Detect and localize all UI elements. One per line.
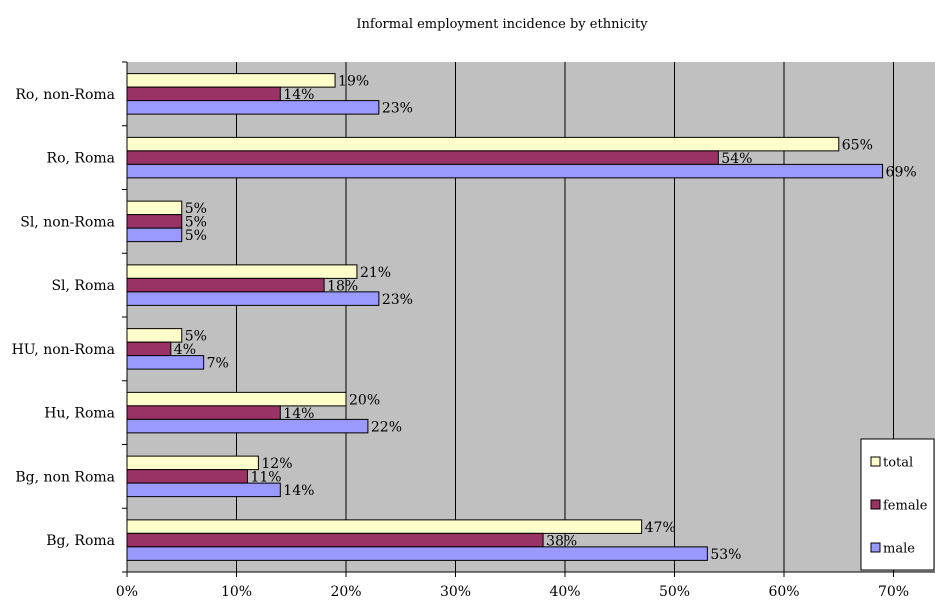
data-label: 14% (283, 483, 314, 499)
bar-male (126, 227, 183, 243)
data-label: 4% (174, 342, 196, 358)
legend-swatch-total (870, 456, 881, 467)
data-label: 14% (283, 406, 314, 422)
bar-female (126, 405, 281, 420)
bar-male (126, 100, 380, 115)
data-label: 69% (886, 164, 917, 180)
category-label: Sl, non-Roma (20, 214, 115, 230)
data-label: 14% (283, 87, 314, 103)
x-tick-label: 50% (659, 584, 690, 600)
data-label: 18% (327, 278, 358, 294)
data-label: 65% (842, 137, 873, 153)
legend-label-female: female (883, 499, 928, 514)
data-label: 38% (546, 533, 577, 549)
bar-total (126, 136, 840, 152)
data-label: 47% (645, 520, 676, 536)
category-label: Sl, Roma (51, 278, 115, 294)
category-label: HU, non-Roma (12, 342, 115, 358)
bar-female (126, 214, 183, 229)
axes: 0% 10% 20% 30% 40% 50% 60% 70% (116, 61, 935, 600)
chart-title: Informal employment incidence by ethnici… (356, 17, 648, 32)
legend: total female male (860, 438, 935, 571)
data-label: 5% (185, 228, 207, 244)
x-tick-label: 30% (440, 584, 471, 600)
data-label: 21% (360, 265, 391, 281)
data-label: 11% (250, 470, 281, 486)
data-label: 5% (185, 215, 207, 231)
category-label: Ro, Roma (47, 151, 115, 167)
bar-total (126, 73, 336, 88)
x-tick-label: 40% (549, 584, 580, 600)
legend-label-total: total (883, 456, 913, 471)
category-label: Ro, non-Roma (15, 87, 115, 103)
x-tick-label: 0% (116, 584, 138, 600)
bar-female (126, 150, 719, 165)
category-label: Bg, Roma (46, 533, 115, 549)
data-label: 54% (721, 151, 752, 167)
data-label: 19% (338, 74, 369, 90)
x-tick-label: 60% (768, 584, 799, 600)
x-tick-label: 10% (221, 584, 252, 600)
bar-total (126, 264, 358, 279)
legend-swatch-male (870, 542, 881, 553)
bars (126, 73, 884, 561)
bar-male (126, 546, 708, 561)
data-label: 53% (710, 547, 741, 563)
bar-female (126, 532, 544, 548)
data-label: 5% (185, 329, 207, 345)
category-label: Hu, Roma (44, 406, 115, 422)
bar-female (126, 277, 325, 293)
legend-label-male: male (883, 542, 915, 557)
category-label: Bg, non Roma (15, 469, 115, 485)
data-label: 7% (207, 356, 229, 372)
data-label: 20% (349, 392, 380, 408)
data-label: 22% (371, 419, 402, 435)
bar-total (126, 391, 347, 407)
bar-female (126, 341, 172, 357)
data-label: 12% (261, 456, 292, 472)
data-label: 5% (185, 201, 207, 217)
bar-female (126, 86, 281, 102)
bar-total (126, 519, 643, 534)
data-label: 23% (382, 101, 413, 117)
data-label: 23% (382, 292, 413, 308)
bar-male (126, 163, 884, 179)
bar-female (126, 469, 248, 484)
bar-total (126, 200, 183, 216)
labels: Ro, non-Roma 19% 14% 23% Ro, Roma 65% 54% 69% Sl… (12, 74, 917, 563)
bar-male (126, 418, 369, 434)
legend-swatch-female (870, 499, 881, 510)
x-tick-label: 70% (878, 584, 909, 600)
bar-total (126, 328, 183, 343)
x-tick-label: 20% (330, 584, 361, 600)
bar-total (126, 455, 259, 471)
